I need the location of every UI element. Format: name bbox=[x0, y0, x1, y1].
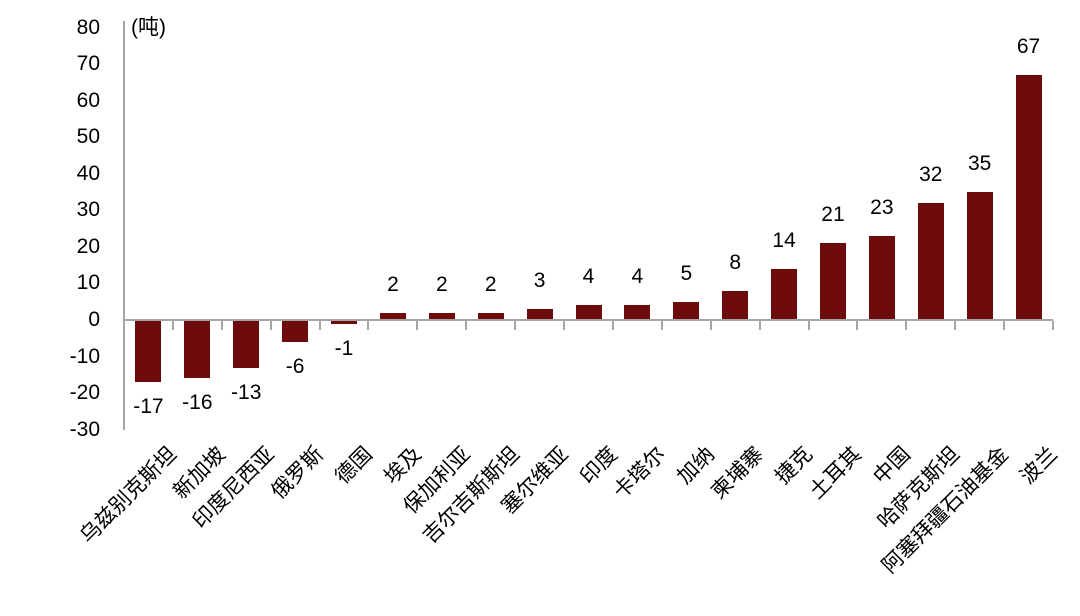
bar-value-label: -17 bbox=[133, 395, 164, 419]
bar bbox=[428, 312, 455, 320]
bar-value-label: 14 bbox=[772, 228, 796, 252]
y-axis-line bbox=[123, 21, 125, 430]
y-tick-label: 80 bbox=[76, 15, 100, 39]
x-axis-tick bbox=[220, 321, 223, 330]
bar-value-label: 2 bbox=[484, 272, 497, 296]
bar bbox=[1015, 75, 1042, 320]
category-label: 柬埔寨 bbox=[707, 442, 769, 504]
x-axis-tick bbox=[563, 321, 566, 330]
x-axis-tick bbox=[758, 321, 761, 330]
bar-value-label: 21 bbox=[821, 203, 845, 227]
x-axis-tick bbox=[465, 321, 468, 330]
bar bbox=[233, 320, 260, 368]
category-label: 卡塔尔 bbox=[609, 442, 671, 504]
y-tick-label: 50 bbox=[76, 125, 100, 149]
x-axis-tick bbox=[1052, 321, 1054, 330]
bar bbox=[575, 305, 602, 320]
bar bbox=[477, 312, 504, 320]
bar-value-label: 3 bbox=[533, 269, 546, 293]
bar-value-label: -6 bbox=[285, 354, 305, 378]
x-axis-tick bbox=[367, 321, 370, 330]
x-axis-tick bbox=[856, 321, 859, 330]
bar-value-label: 35 bbox=[967, 152, 992, 176]
x-axis-tick bbox=[269, 321, 272, 330]
bar bbox=[379, 312, 406, 320]
x-axis-tick bbox=[905, 321, 908, 330]
bar bbox=[819, 243, 846, 320]
bar bbox=[771, 268, 798, 320]
y-tick-label: -30 bbox=[69, 417, 100, 441]
y-tick-label: 70 bbox=[76, 52, 100, 76]
bar bbox=[673, 301, 700, 320]
bar bbox=[331, 320, 358, 324]
bar bbox=[526, 309, 553, 320]
bar-value-label: 4 bbox=[631, 265, 644, 289]
y-tick-label: -10 bbox=[69, 344, 100, 368]
x-axis-tick bbox=[611, 321, 614, 330]
y-tick-label: 20 bbox=[76, 234, 100, 258]
bar-value-label: 5 bbox=[680, 261, 693, 285]
bar-value-label: 32 bbox=[919, 163, 943, 187]
category-label: 土耳其 bbox=[805, 442, 866, 504]
bar-value-label: 23 bbox=[870, 195, 894, 219]
bar-value-label: 2 bbox=[435, 272, 448, 296]
y-tick-label: 40 bbox=[76, 161, 100, 185]
y-tick-label: 60 bbox=[76, 88, 100, 112]
bar-value-label: -13 bbox=[231, 380, 262, 404]
bar bbox=[868, 235, 895, 320]
x-axis-tick bbox=[709, 321, 712, 330]
x-axis-line bbox=[124, 319, 1053, 321]
bar bbox=[624, 305, 651, 320]
y-tick-label: 0 bbox=[88, 308, 100, 331]
y-tick-label: -20 bbox=[69, 381, 100, 405]
bar-value-label: 2 bbox=[387, 272, 399, 296]
category-label: 俄罗斯 bbox=[267, 442, 329, 504]
x-axis-tick bbox=[514, 321, 517, 330]
bar-value-label: 67 bbox=[1016, 35, 1041, 59]
y-tick-label: 10 bbox=[76, 271, 100, 295]
x-axis-tick bbox=[416, 321, 419, 330]
x-axis-tick bbox=[171, 321, 174, 330]
x-axis-tick bbox=[1003, 321, 1006, 330]
category-label: 德国 bbox=[331, 442, 378, 489]
bar bbox=[184, 320, 211, 379]
y-tick-label: 30 bbox=[76, 198, 100, 222]
bar bbox=[917, 203, 944, 320]
bar bbox=[722, 290, 749, 320]
x-axis-tick bbox=[807, 321, 810, 330]
bar bbox=[135, 320, 162, 383]
bar-value-label: -1 bbox=[334, 336, 354, 360]
bar-value-label: 4 bbox=[582, 265, 595, 289]
x-axis-tick bbox=[954, 321, 957, 330]
category-label: 波兰 bbox=[1015, 442, 1062, 489]
bar bbox=[282, 320, 309, 342]
x-axis-tick bbox=[318, 321, 321, 330]
bar bbox=[966, 192, 993, 320]
x-axis-tick bbox=[660, 321, 663, 330]
category-label: 乌兹别克斯坦 bbox=[76, 442, 182, 549]
bar-value-label: -16 bbox=[182, 391, 213, 415]
bar-value-label: 8 bbox=[729, 250, 742, 274]
y-axis-unit-label: (吨) bbox=[131, 16, 166, 39]
